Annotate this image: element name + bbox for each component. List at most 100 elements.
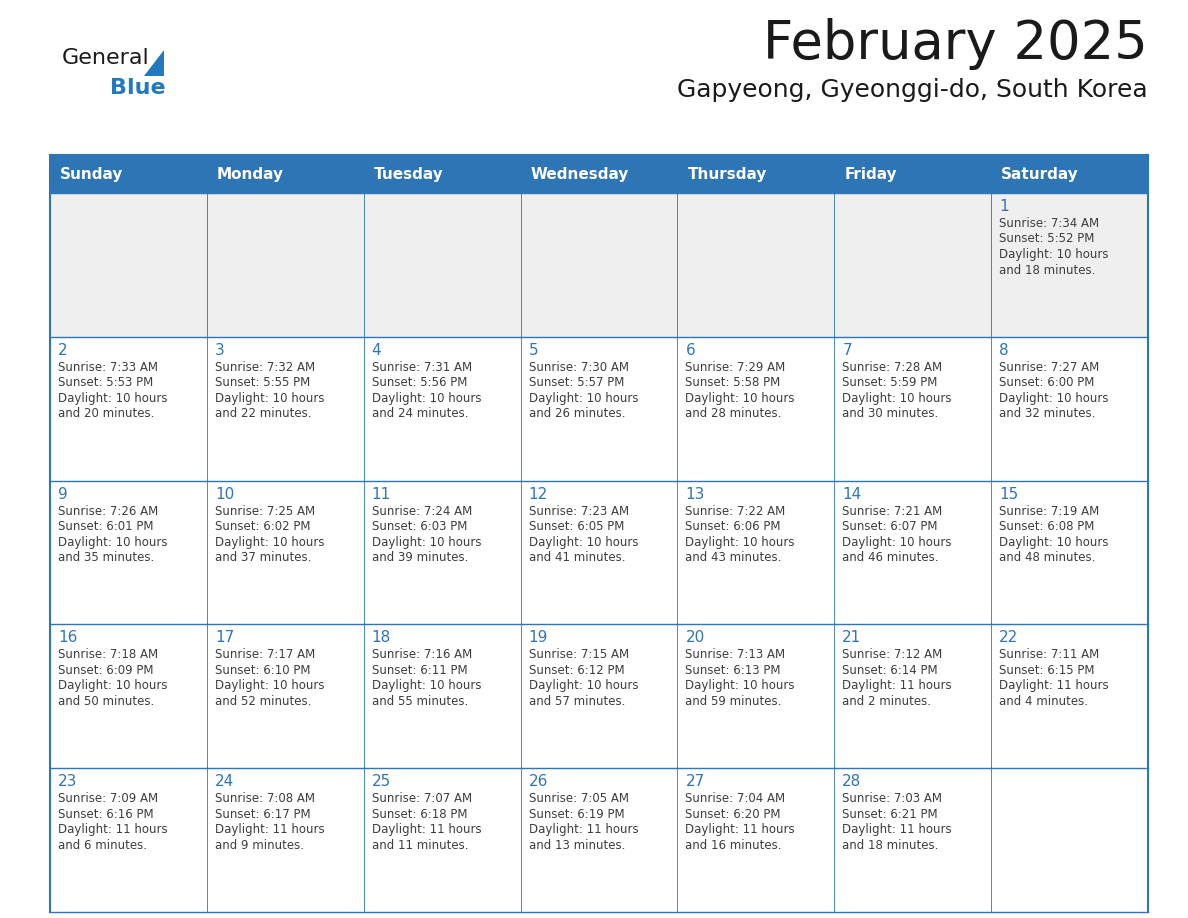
Text: Sunrise: 7:08 AM: Sunrise: 7:08 AM	[215, 792, 315, 805]
Text: Sunset: 6:20 PM: Sunset: 6:20 PM	[685, 808, 781, 821]
Bar	[207, 768, 364, 912]
Text: and 43 minutes.: and 43 minutes.	[685, 551, 782, 564]
Bar	[677, 768, 834, 912]
Text: Daylight: 10 hours: Daylight: 10 hours	[685, 679, 795, 692]
Text: 21: 21	[842, 631, 861, 645]
Text: 8: 8	[999, 342, 1009, 358]
Bar	[520, 337, 677, 481]
Text: and 55 minutes.: and 55 minutes.	[372, 695, 468, 708]
Text: Sunrise: 7:31 AM: Sunrise: 7:31 AM	[372, 361, 472, 374]
Bar	[364, 768, 520, 912]
Text: Daylight: 10 hours: Daylight: 10 hours	[842, 392, 952, 405]
Text: Sunset: 6:19 PM: Sunset: 6:19 PM	[529, 808, 624, 821]
Text: Daylight: 10 hours: Daylight: 10 hours	[685, 535, 795, 549]
Text: Daylight: 10 hours: Daylight: 10 hours	[215, 392, 324, 405]
Text: and 57 minutes.: and 57 minutes.	[529, 695, 625, 708]
Text: Sunrise: 7:04 AM: Sunrise: 7:04 AM	[685, 792, 785, 805]
Text: Daylight: 11 hours: Daylight: 11 hours	[215, 823, 324, 836]
Text: Sunset: 5:56 PM: Sunset: 5:56 PM	[372, 376, 467, 389]
Bar	[677, 193, 834, 337]
Text: 9: 9	[58, 487, 68, 501]
Text: Sunset: 6:13 PM: Sunset: 6:13 PM	[685, 664, 781, 677]
Text: Sunset: 6:06 PM: Sunset: 6:06 PM	[685, 521, 781, 533]
Text: Sunday: Sunday	[61, 166, 124, 182]
Text: Daylight: 11 hours: Daylight: 11 hours	[999, 679, 1108, 692]
Bar	[991, 624, 1148, 768]
Text: Sunrise: 7:05 AM: Sunrise: 7:05 AM	[529, 792, 628, 805]
Text: and 39 minutes.: and 39 minutes.	[372, 551, 468, 564]
Text: Sunset: 6:00 PM: Sunset: 6:00 PM	[999, 376, 1094, 389]
Text: and 41 minutes.: and 41 minutes.	[529, 551, 625, 564]
Text: 2: 2	[58, 342, 68, 358]
Text: Sunset: 6:11 PM: Sunset: 6:11 PM	[372, 664, 467, 677]
Text: Sunset: 6:17 PM: Sunset: 6:17 PM	[215, 808, 310, 821]
Bar	[834, 624, 991, 768]
Text: and 35 minutes.: and 35 minutes.	[58, 551, 154, 564]
Text: Sunrise: 7:28 AM: Sunrise: 7:28 AM	[842, 361, 942, 374]
Bar	[520, 481, 677, 624]
Text: Sunrise: 7:21 AM: Sunrise: 7:21 AM	[842, 505, 942, 518]
Text: Sunset: 6:12 PM: Sunset: 6:12 PM	[529, 664, 624, 677]
Text: Daylight: 10 hours: Daylight: 10 hours	[58, 535, 168, 549]
Text: and 4 minutes.: and 4 minutes.	[999, 695, 1088, 708]
Text: Sunrise: 7:18 AM: Sunrise: 7:18 AM	[58, 648, 158, 661]
Text: 17: 17	[215, 631, 234, 645]
Bar	[520, 768, 677, 912]
Text: and 2 minutes.: and 2 minutes.	[842, 695, 931, 708]
Text: Sunrise: 7:29 AM: Sunrise: 7:29 AM	[685, 361, 785, 374]
Text: Daylight: 11 hours: Daylight: 11 hours	[685, 823, 795, 836]
Text: 26: 26	[529, 774, 548, 789]
Text: 3: 3	[215, 342, 225, 358]
Text: and 37 minutes.: and 37 minutes.	[215, 551, 311, 564]
Text: Sunset: 6:16 PM: Sunset: 6:16 PM	[58, 808, 153, 821]
Text: Sunset: 6:14 PM: Sunset: 6:14 PM	[842, 664, 937, 677]
Bar	[991, 337, 1148, 481]
Text: 7: 7	[842, 342, 852, 358]
Text: Sunset: 5:55 PM: Sunset: 5:55 PM	[215, 376, 310, 389]
Text: Sunrise: 7:27 AM: Sunrise: 7:27 AM	[999, 361, 1099, 374]
Text: 6: 6	[685, 342, 695, 358]
Text: and 9 minutes.: and 9 minutes.	[215, 839, 304, 852]
Polygon shape	[144, 50, 164, 76]
Bar	[364, 337, 520, 481]
Text: Sunrise: 7:30 AM: Sunrise: 7:30 AM	[529, 361, 628, 374]
Text: Daylight: 10 hours: Daylight: 10 hours	[215, 535, 324, 549]
Text: Daylight: 10 hours: Daylight: 10 hours	[842, 535, 952, 549]
Text: 11: 11	[372, 487, 391, 501]
Text: Sunrise: 7:32 AM: Sunrise: 7:32 AM	[215, 361, 315, 374]
Text: 19: 19	[529, 631, 548, 645]
Bar	[520, 624, 677, 768]
Text: 10: 10	[215, 487, 234, 501]
Text: Sunrise: 7:26 AM: Sunrise: 7:26 AM	[58, 505, 158, 518]
Text: Daylight: 10 hours: Daylight: 10 hours	[999, 535, 1108, 549]
Bar	[207, 193, 364, 337]
Text: Sunrise: 7:11 AM: Sunrise: 7:11 AM	[999, 648, 1099, 661]
Text: Sunrise: 7:22 AM: Sunrise: 7:22 AM	[685, 505, 785, 518]
Text: General: General	[62, 48, 150, 68]
Text: 22: 22	[999, 631, 1018, 645]
Text: and 11 minutes.: and 11 minutes.	[372, 839, 468, 852]
Text: Sunset: 6:03 PM: Sunset: 6:03 PM	[372, 521, 467, 533]
Text: and 16 minutes.: and 16 minutes.	[685, 839, 782, 852]
Text: 16: 16	[58, 631, 77, 645]
Bar	[834, 337, 991, 481]
Bar	[677, 481, 834, 624]
Text: 15: 15	[999, 487, 1018, 501]
Bar	[50, 624, 207, 768]
Text: and 52 minutes.: and 52 minutes.	[215, 695, 311, 708]
Text: Monday: Monday	[217, 166, 284, 182]
Text: Wednesday: Wednesday	[531, 166, 628, 182]
Text: and 32 minutes.: and 32 minutes.	[999, 408, 1095, 420]
Text: Sunset: 5:52 PM: Sunset: 5:52 PM	[999, 232, 1094, 245]
Text: and 26 minutes.: and 26 minutes.	[529, 408, 625, 420]
Text: and 20 minutes.: and 20 minutes.	[58, 408, 154, 420]
Bar	[991, 481, 1148, 624]
Bar	[207, 481, 364, 624]
Text: Daylight: 10 hours: Daylight: 10 hours	[529, 535, 638, 549]
Text: Sunrise: 7:17 AM: Sunrise: 7:17 AM	[215, 648, 315, 661]
Text: Blue: Blue	[110, 78, 165, 98]
Text: and 30 minutes.: and 30 minutes.	[842, 408, 939, 420]
Text: Daylight: 10 hours: Daylight: 10 hours	[58, 392, 168, 405]
Text: and 59 minutes.: and 59 minutes.	[685, 695, 782, 708]
Text: Daylight: 10 hours: Daylight: 10 hours	[999, 248, 1108, 261]
